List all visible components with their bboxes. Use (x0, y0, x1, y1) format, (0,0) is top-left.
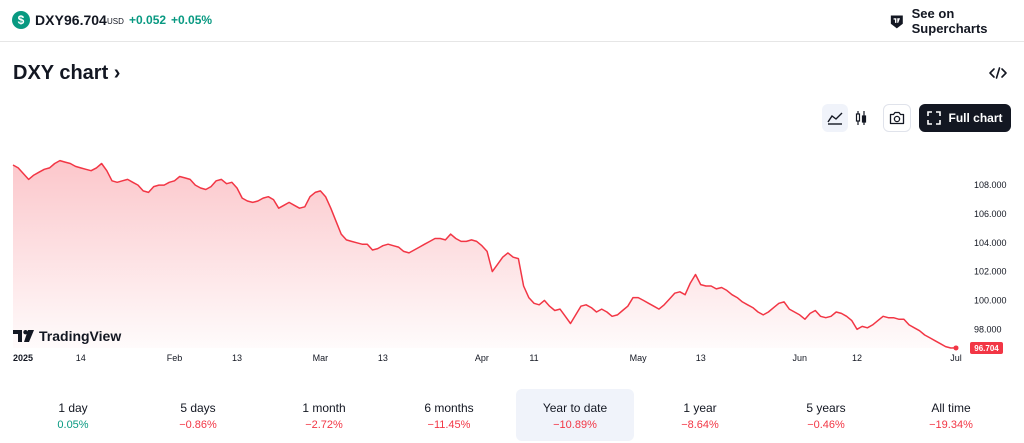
x-tick-label: Apr (475, 353, 489, 363)
x-tick-label: 14 (76, 353, 86, 363)
period-label: 1 day (58, 401, 88, 415)
x-tick-label: 11 (529, 353, 538, 363)
last-point-marker (953, 345, 959, 351)
area-chart-icon (827, 112, 843, 125)
period-tab[interactable]: 5 days −0.86% (139, 389, 257, 441)
see-on-supercharts-link[interactable]: See on Supercharts (889, 6, 1024, 36)
period-tab[interactable]: 1 month −2.72% (265, 389, 383, 441)
period-label: 5 days (180, 401, 216, 415)
full-chart-button[interactable]: Full chart (919, 104, 1011, 132)
x-tick-label: 12 (852, 353, 862, 363)
period-change: 0.05% (57, 419, 89, 431)
area-chart: 98.000 100.000 102.000 104.000 106.000 108.00… (12, 159, 1007, 363)
x-tick-label: Jul (950, 353, 962, 363)
y-tick-label: 104.000 (974, 238, 1007, 248)
x-tick-label: 13 (378, 353, 388, 363)
x-tick-label: 2025 (13, 353, 33, 363)
x-tick-label: Feb (167, 353, 183, 363)
last-price: 96.704 (64, 12, 107, 28)
tradingview-badge-icon (890, 15, 903, 28)
snapshot-button[interactable] (883, 104, 911, 132)
x-tick-label: 13 (696, 353, 706, 363)
period-performance-bar: 1 day 0.05% 5 days −0.86% 1 month −2.72% 6 mon… (0, 389, 1024, 441)
x-tick-label: Mar (313, 353, 329, 363)
period-tab[interactable]: 6 months −11.45% (390, 389, 508, 441)
price-change-percent: +0.05% (171, 13, 213, 27)
symbol-header: $ DXY 96.704 USD +0.052 +0.05% See on Su… (0, 0, 1024, 42)
x-tick-label: 13 (232, 353, 242, 363)
last-value-label: 96.704 (974, 344, 999, 353)
area-chart-button[interactable] (822, 104, 848, 132)
y-tick-label: 100.000 (974, 295, 1007, 305)
period-tab[interactable]: Year to date −10.89% (516, 389, 634, 441)
period-label: Year to date (542, 401, 608, 415)
period-change: −11.45% (427, 419, 471, 431)
period-tab[interactable]: All time −19.34% (892, 389, 1010, 441)
y-tick-label: 98.000 (974, 324, 1002, 334)
period-change: −19.34% (929, 419, 973, 431)
x-tick-label: May (630, 353, 648, 363)
period-label: All time (931, 401, 971, 415)
period-tab[interactable]: 1 year −8.64% (641, 389, 759, 441)
dollar-icon: $ (12, 11, 30, 29)
full-chart-label: Full chart (948, 111, 1003, 125)
y-tick-label: 102.000 (974, 267, 1007, 277)
supercharts-label: See on Supercharts (911, 6, 988, 36)
tradingview-logo-text: TradingView (39, 328, 122, 344)
period-label: 1 year (683, 401, 717, 415)
tradingview-logo-icon (13, 330, 34, 342)
period-tab[interactable]: 1 day 0.05% (14, 389, 132, 441)
price-change: +0.052 (129, 13, 167, 27)
tradingview-logo[interactable]: TradingView (13, 328, 121, 344)
chart-title-link[interactable]: DXY chart › (13, 62, 121, 84)
last-value-badge (970, 341, 1003, 354)
period-change: −2.72% (305, 419, 343, 431)
period-change: −10.89% (553, 419, 597, 431)
price-chart[interactable]: 98.000 100.000 102.000 104.000 106.000 108.00… (0, 140, 1024, 370)
currency-label: USD (107, 17, 124, 26)
fullscreen-icon (927, 111, 942, 125)
y-tick-label: 108.000 (974, 180, 1007, 190)
period-tab[interactable]: 5 years −0.46% (767, 389, 885, 441)
price-line (12, 159, 957, 349)
price-area-fill (13, 160, 956, 348)
camera-icon (889, 111, 905, 125)
period-label: 1 month (302, 401, 346, 415)
period-label: 5 years (806, 401, 846, 415)
candles-button[interactable] (850, 104, 872, 132)
period-change: −8.64% (681, 419, 719, 431)
x-tick-label: Jun (792, 353, 807, 363)
period-label: 6 months (424, 401, 474, 415)
candles-icon (855, 111, 867, 125)
period-change: −0.86% (179, 419, 217, 431)
symbol-name[interactable]: DXY (35, 12, 64, 28)
period-change: −0.46% (807, 419, 845, 431)
y-tick-label: 106.000 (974, 209, 1007, 219)
embed-code-icon[interactable] (988, 66, 1008, 80)
